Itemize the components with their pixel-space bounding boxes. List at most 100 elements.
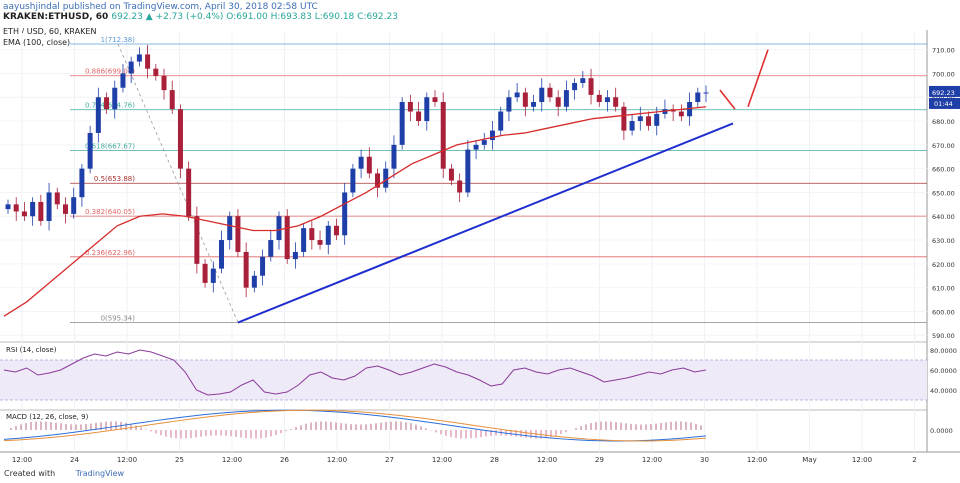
candle-body (38, 201, 44, 222)
candle-body (481, 140, 487, 145)
time-axis-label: May (802, 456, 816, 464)
candle-body (169, 90, 175, 110)
candle-body (276, 216, 282, 241)
candle-body (112, 87, 118, 110)
price-axis-label: 700.00 (932, 70, 955, 78)
time-axis-label: 25 (175, 456, 184, 464)
candle-body (514, 92, 520, 98)
time-axis-label: 12:00 (747, 456, 767, 464)
rsi-axis-label: 40.0000 (930, 387, 957, 395)
fib-level-label: 0.236(622.96) (85, 249, 135, 257)
candle-body (120, 73, 126, 88)
price-axis-label: 670.00 (932, 142, 955, 150)
time-axis-label: 30 (700, 456, 709, 464)
candle-body (227, 216, 233, 241)
candle-body (5, 204, 11, 210)
time-axis-label: 12:00 (222, 456, 242, 464)
current-price-tag (929, 85, 960, 97)
countdown-value: 01:44 (934, 100, 953, 108)
publisher-line: aayushjindal published on TradingView.co… (3, 2, 318, 12)
candle-body (654, 113, 660, 126)
time-axis-label: 27 (385, 456, 394, 464)
ema-line (3, 106, 707, 317)
time-axis-label: 12:00 (12, 456, 32, 464)
candle-body (145, 54, 151, 69)
candle-body (284, 216, 290, 260)
rsi-axis-label: 80.0000 (930, 347, 957, 355)
candle-body (522, 92, 528, 107)
symbol-label: KRAKEN:ETHUSD, 60 (3, 12, 109, 22)
time-axis-label: 28 (490, 456, 499, 464)
candle-body (260, 256, 266, 276)
candle-body (219, 240, 225, 269)
candle-body (309, 228, 315, 241)
candle-body (333, 225, 339, 236)
candle-body (292, 251, 298, 260)
candle-body (128, 61, 134, 74)
rsi-line (3, 349, 707, 396)
candle-body (489, 130, 495, 141)
candle-body (104, 97, 110, 110)
candle-body (637, 116, 643, 122)
candle-body (30, 201, 36, 217)
price-axis-label: 590.00 (932, 332, 955, 340)
candle-body (383, 168, 389, 188)
chart-title: ETH / USD, 60, KRAKEN (3, 27, 97, 36)
candle-body (366, 156, 372, 174)
candle-body (358, 156, 364, 169)
fib-level-label: 1(712.38) (101, 36, 136, 44)
candle-body (243, 251, 249, 288)
candle-body (325, 225, 331, 245)
candle-body (79, 168, 85, 198)
price-axis-label: 630.00 (932, 237, 955, 245)
candle-body (580, 78, 586, 83)
candle-body (251, 275, 257, 288)
candle-body (407, 102, 413, 112)
projection-down-line (719, 89, 736, 110)
signal-line (3, 409, 707, 442)
candle-body (21, 211, 27, 217)
price-axis-label: 710.00 (932, 47, 955, 55)
rsi-axis-label: 60.0000 (930, 367, 957, 375)
time-axis-label: 12:00 (852, 456, 872, 464)
price-axis-label: 610.00 (932, 285, 955, 293)
candle-body (440, 102, 446, 169)
candle-body (646, 116, 652, 126)
time-axis-label: 12:00 (117, 456, 137, 464)
candle-body (268, 240, 274, 257)
candle-body (399, 102, 405, 145)
candle-body (448, 168, 454, 181)
candle-body (629, 121, 635, 131)
time-axis-label: 29 (595, 456, 604, 464)
candle-body (588, 78, 594, 95)
candle-body (194, 216, 200, 264)
footer: Created with TradingView (4, 469, 124, 478)
candle-body (13, 204, 19, 212)
fib-level-label: 0.886(699.04) (85, 68, 135, 76)
candle-body (604, 97, 610, 103)
price-axis-label: 680.00 (932, 118, 955, 126)
candle-body (391, 144, 397, 169)
time-axis-label: 26 (280, 456, 289, 464)
candle-body (572, 82, 578, 91)
candle-body (678, 111, 684, 117)
fib-level-label: 0.764(684.76) (85, 102, 135, 110)
fib-level-label: 0.618(667.67) (85, 142, 135, 150)
candle-body (424, 97, 430, 122)
rsi-label: RSI (14, close) (6, 346, 57, 354)
candle-body (547, 87, 553, 98)
candle-body (465, 149, 471, 193)
macd-label: MACD (12, 26, close, 9) (6, 413, 89, 421)
candle-body (506, 97, 512, 112)
candle-body (186, 168, 192, 217)
candle-body (301, 228, 307, 252)
price-axis-label: 660.00 (932, 166, 955, 174)
candle-body (432, 97, 438, 103)
time-axis-label: 2 (912, 456, 916, 464)
candle-body (46, 192, 52, 222)
candle-body (621, 106, 627, 131)
tradingview-brand[interactable]: TradingView (75, 469, 125, 478)
time-axis-label: 12:00 (432, 456, 452, 464)
candle-body (62, 204, 68, 214)
